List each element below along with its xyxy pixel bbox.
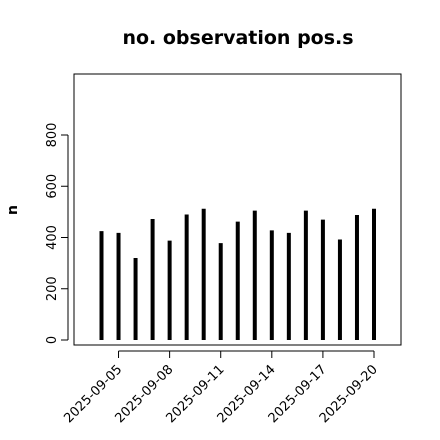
plot-box — [73, 73, 402, 346]
y-tick-label: 400 — [45, 225, 60, 250]
x-axis: 2025-09-052025-09-082025-09-112025-09-14… — [61, 350, 381, 426]
y-axis: 0 200 400 600 800 — [45, 123, 69, 344]
bars — [99, 208, 376, 340]
y-tick-label: 800 — [45, 123, 60, 148]
chart-title: no. observation pos.s — [122, 27, 353, 49]
y-tick-label: 600 — [45, 174, 60, 199]
y-tick-label: 0 — [45, 336, 60, 344]
y-tick-label: 200 — [45, 276, 60, 301]
y-axis-label: n — [5, 205, 21, 215]
